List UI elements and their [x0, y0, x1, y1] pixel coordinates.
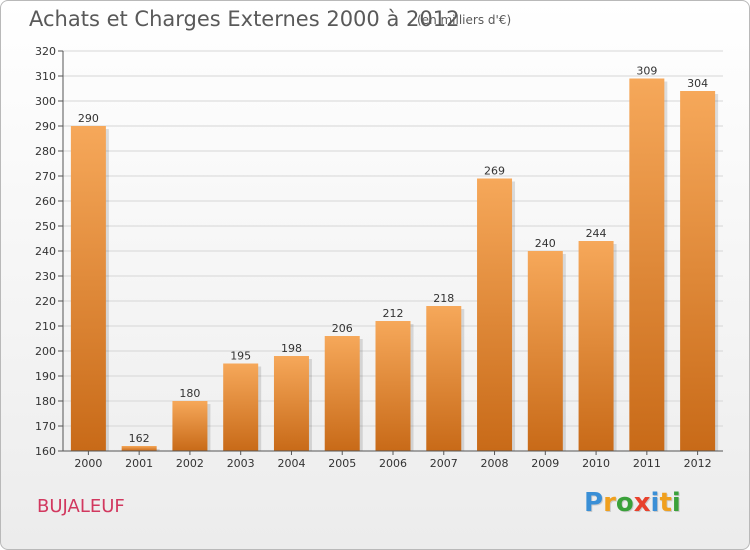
x-tick-label: 2007	[430, 457, 458, 470]
logo-letter: t	[659, 488, 672, 518]
y-tick-label: 280	[35, 145, 56, 158]
data-label: 162	[129, 432, 150, 445]
y-tick-label: 190	[35, 370, 56, 383]
bar	[629, 78, 665, 451]
bar	[121, 446, 157, 451]
bar	[477, 178, 513, 451]
y-tick-label: 170	[35, 420, 56, 433]
data-label: 304	[687, 77, 708, 90]
y-tick-label: 180	[35, 395, 56, 408]
x-tick-label: 2005	[328, 457, 356, 470]
chart-title: Achats et Charges Externes 2000 à 2012	[29, 7, 460, 31]
y-tick-label: 250	[35, 220, 56, 233]
y-tick-label: 210	[35, 320, 56, 333]
bar	[680, 91, 716, 451]
data-label: 218	[433, 292, 454, 305]
data-label: 290	[78, 112, 99, 125]
logo-letter: o	[615, 488, 634, 518]
y-tick-label: 310	[35, 70, 56, 83]
axes: 160 170 180 190 200 210 220 230 240 250 260 270 280 2…	[35, 45, 723, 470]
logo-letter: r	[603, 488, 616, 518]
location-name: BUJALEUF	[37, 496, 125, 517]
bar	[70, 126, 106, 451]
y-tick-label: 290	[35, 120, 56, 133]
data-label: 269	[484, 165, 505, 178]
x-tick-label: 2012	[684, 457, 712, 470]
x-tick-label: 2008	[481, 457, 509, 470]
logo-letter: P	[584, 488, 604, 518]
y-tick-label: 200	[35, 345, 56, 358]
chart-subtitle: (en milliers d'€)	[417, 13, 512, 27]
data-label: 240	[535, 237, 556, 250]
y-tick-label: 320	[35, 45, 56, 58]
x-tick-label: 2011	[633, 457, 661, 470]
y-tick-label: 300	[35, 95, 56, 108]
x-tick-label: 2010	[582, 457, 610, 470]
bar	[375, 321, 411, 451]
data-label: 198	[281, 342, 302, 355]
logo-letter: x	[633, 488, 651, 518]
bar	[324, 336, 360, 451]
data-label: 195	[230, 350, 251, 363]
x-tick-label: 2004	[277, 457, 305, 470]
bar	[273, 356, 309, 451]
data-label: 212	[383, 307, 404, 320]
x-tick-label: 2006	[379, 457, 407, 470]
proxiti-logo: Proxiti	[584, 488, 681, 518]
data-label: 206	[332, 322, 353, 335]
logo-letter: i	[671, 488, 681, 518]
x-tick-label: 2003	[227, 457, 255, 470]
bar	[223, 363, 259, 451]
bar	[426, 306, 462, 451]
bar	[172, 401, 208, 451]
y-tick-label: 220	[35, 295, 56, 308]
y-tick-label: 230	[35, 270, 56, 283]
y-tick-label: 160	[35, 445, 56, 458]
y-tick-label: 240	[35, 245, 56, 258]
data-label: 180	[179, 387, 200, 400]
x-tick-label: 2000	[74, 457, 102, 470]
x-tick-label: 2001	[125, 457, 153, 470]
bar	[578, 241, 614, 451]
x-tick-label: 2009	[531, 457, 559, 470]
data-label: 244	[586, 227, 607, 240]
logo-letter: i	[650, 488, 660, 518]
y-tick-label: 260	[35, 195, 56, 208]
data-label: 309	[636, 65, 657, 78]
bars: 290 162 180 195 198 206 212 218 269 240 244 309 304	[70, 65, 719, 451]
x-tick-label: 2002	[176, 457, 204, 470]
y-tick-label: 270	[35, 170, 56, 183]
bar	[527, 251, 563, 451]
